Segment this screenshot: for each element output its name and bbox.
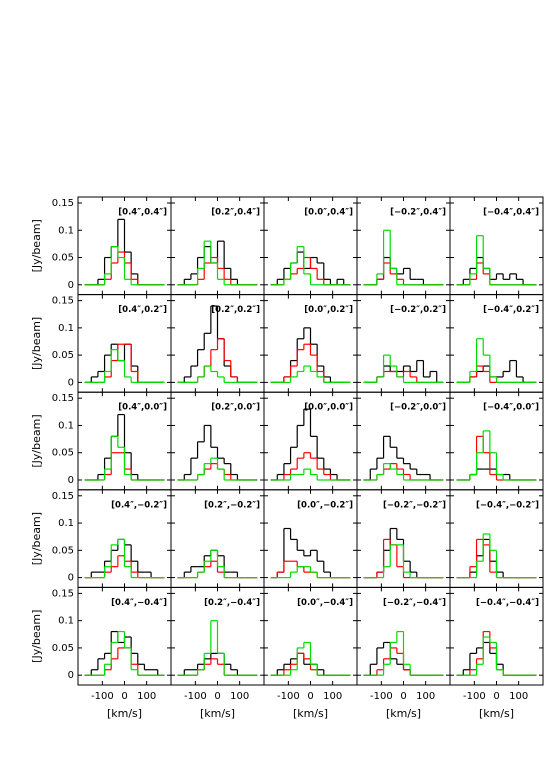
x-tick-label: 0 bbox=[493, 691, 499, 702]
y-tick-label: 0.05 bbox=[52, 448, 74, 459]
y-tick-label: 0 bbox=[68, 670, 74, 681]
panel-title: [0.2″,0.2″] bbox=[211, 305, 260, 315]
panel-title: [0.4″,0.0″] bbox=[118, 403, 167, 413]
y-tick-label: 0.1 bbox=[58, 518, 74, 529]
y-axis-label: [Jy/beam] bbox=[30, 610, 43, 663]
panel-title: [0.2″,0.4″] bbox=[211, 208, 260, 218]
panel-title: [−0.2″,0.4″] bbox=[390, 208, 446, 218]
panel-title: [−0.4″,0.0″] bbox=[483, 403, 539, 413]
y-tick-label: 0 bbox=[68, 573, 74, 584]
x-tick-label: 100 bbox=[137, 691, 156, 702]
panel-title: [0.0″,−0.2″] bbox=[297, 500, 353, 510]
x-axis-label: [km/s] bbox=[386, 707, 421, 720]
y-tick-label: 0.1 bbox=[58, 420, 74, 431]
x-axis-label: [km/s] bbox=[200, 707, 235, 720]
y-tick-label: 0.15 bbox=[52, 296, 74, 307]
y-tick-label: 0 bbox=[68, 280, 74, 291]
panel-title: [0.4″,0.4″] bbox=[118, 208, 167, 218]
panel-title: [0.2″,−0.2″] bbox=[204, 500, 260, 510]
y-tick-label: 0.05 bbox=[52, 253, 74, 264]
x-axis-label: [km/s] bbox=[479, 707, 514, 720]
panel-title: [0.4″,−0.2″] bbox=[111, 500, 167, 510]
panel-title: [0.0″,0.2″] bbox=[304, 305, 353, 315]
panel-title: [−0.4″,−0.2″] bbox=[476, 500, 539, 510]
panel-title: [−0.2″,0.2″] bbox=[390, 305, 446, 315]
x-tick-label: -100 bbox=[91, 691, 114, 702]
panel-title: [0.4″,−0.4″] bbox=[111, 598, 167, 608]
panel-title: [−0.2″,−0.2″] bbox=[383, 500, 446, 510]
panel-title: [0.2″,−0.4″] bbox=[204, 598, 260, 608]
panel-title: [0.4″,0.2″] bbox=[118, 305, 167, 315]
y-tick-label: 0.15 bbox=[52, 393, 74, 404]
panel-title: [0.2″,0.0″] bbox=[211, 403, 260, 413]
y-tick-label: 0.15 bbox=[52, 491, 74, 502]
panel-title: [−0.4″,0.4″] bbox=[483, 208, 539, 218]
x-tick-label: 100 bbox=[230, 691, 249, 702]
y-tick-label: 0 bbox=[68, 377, 74, 388]
x-tick-label: 0 bbox=[400, 691, 406, 702]
y-axis-label: [Jy/beam] bbox=[30, 219, 43, 272]
panel-title: [0.0″,0.4″] bbox=[304, 208, 353, 218]
x-tick-label: -100 bbox=[277, 691, 300, 702]
panel-title: [−0.2″,0.0″] bbox=[390, 403, 446, 413]
x-tick-label: 0 bbox=[214, 691, 220, 702]
x-tick-label: 100 bbox=[323, 691, 342, 702]
y-tick-label: 0.05 bbox=[52, 545, 74, 556]
y-tick-label: 0.05 bbox=[52, 643, 74, 654]
y-tick-label: 0.15 bbox=[52, 588, 74, 599]
panel-title: [−0.4″,0.2″] bbox=[483, 305, 539, 315]
x-tick-label: 100 bbox=[509, 691, 528, 702]
y-axis-label: [Jy/beam] bbox=[30, 317, 43, 370]
panel-title: [0.0″,0.0″] bbox=[304, 403, 353, 413]
y-tick-label: 0 bbox=[68, 475, 74, 486]
x-tick-label: 0 bbox=[307, 691, 313, 702]
y-tick-label: 0.05 bbox=[52, 350, 74, 361]
panel-title: [−0.2″,−0.4″] bbox=[383, 598, 446, 608]
panel-title: [−0.4″,−0.4″] bbox=[476, 598, 539, 608]
x-tick-label: -100 bbox=[184, 691, 207, 702]
y-tick-label: 0.1 bbox=[58, 616, 74, 627]
x-tick-label: 0 bbox=[121, 691, 127, 702]
y-tick-label: 0.1 bbox=[58, 225, 74, 236]
x-tick-label: -100 bbox=[370, 691, 393, 702]
y-axis-label: [Jy/beam] bbox=[30, 512, 43, 565]
panel-title: [0.0″,−0.4″] bbox=[297, 598, 353, 608]
y-tick-label: 0.15 bbox=[52, 198, 74, 209]
x-tick-label: 100 bbox=[416, 691, 435, 702]
y-tick-label: 0.1 bbox=[58, 323, 74, 334]
x-axis-label: [km/s] bbox=[293, 707, 328, 720]
x-axis-label: [km/s] bbox=[107, 707, 142, 720]
y-axis-label: [Jy/beam] bbox=[30, 414, 43, 467]
x-tick-label: -100 bbox=[463, 691, 486, 702]
